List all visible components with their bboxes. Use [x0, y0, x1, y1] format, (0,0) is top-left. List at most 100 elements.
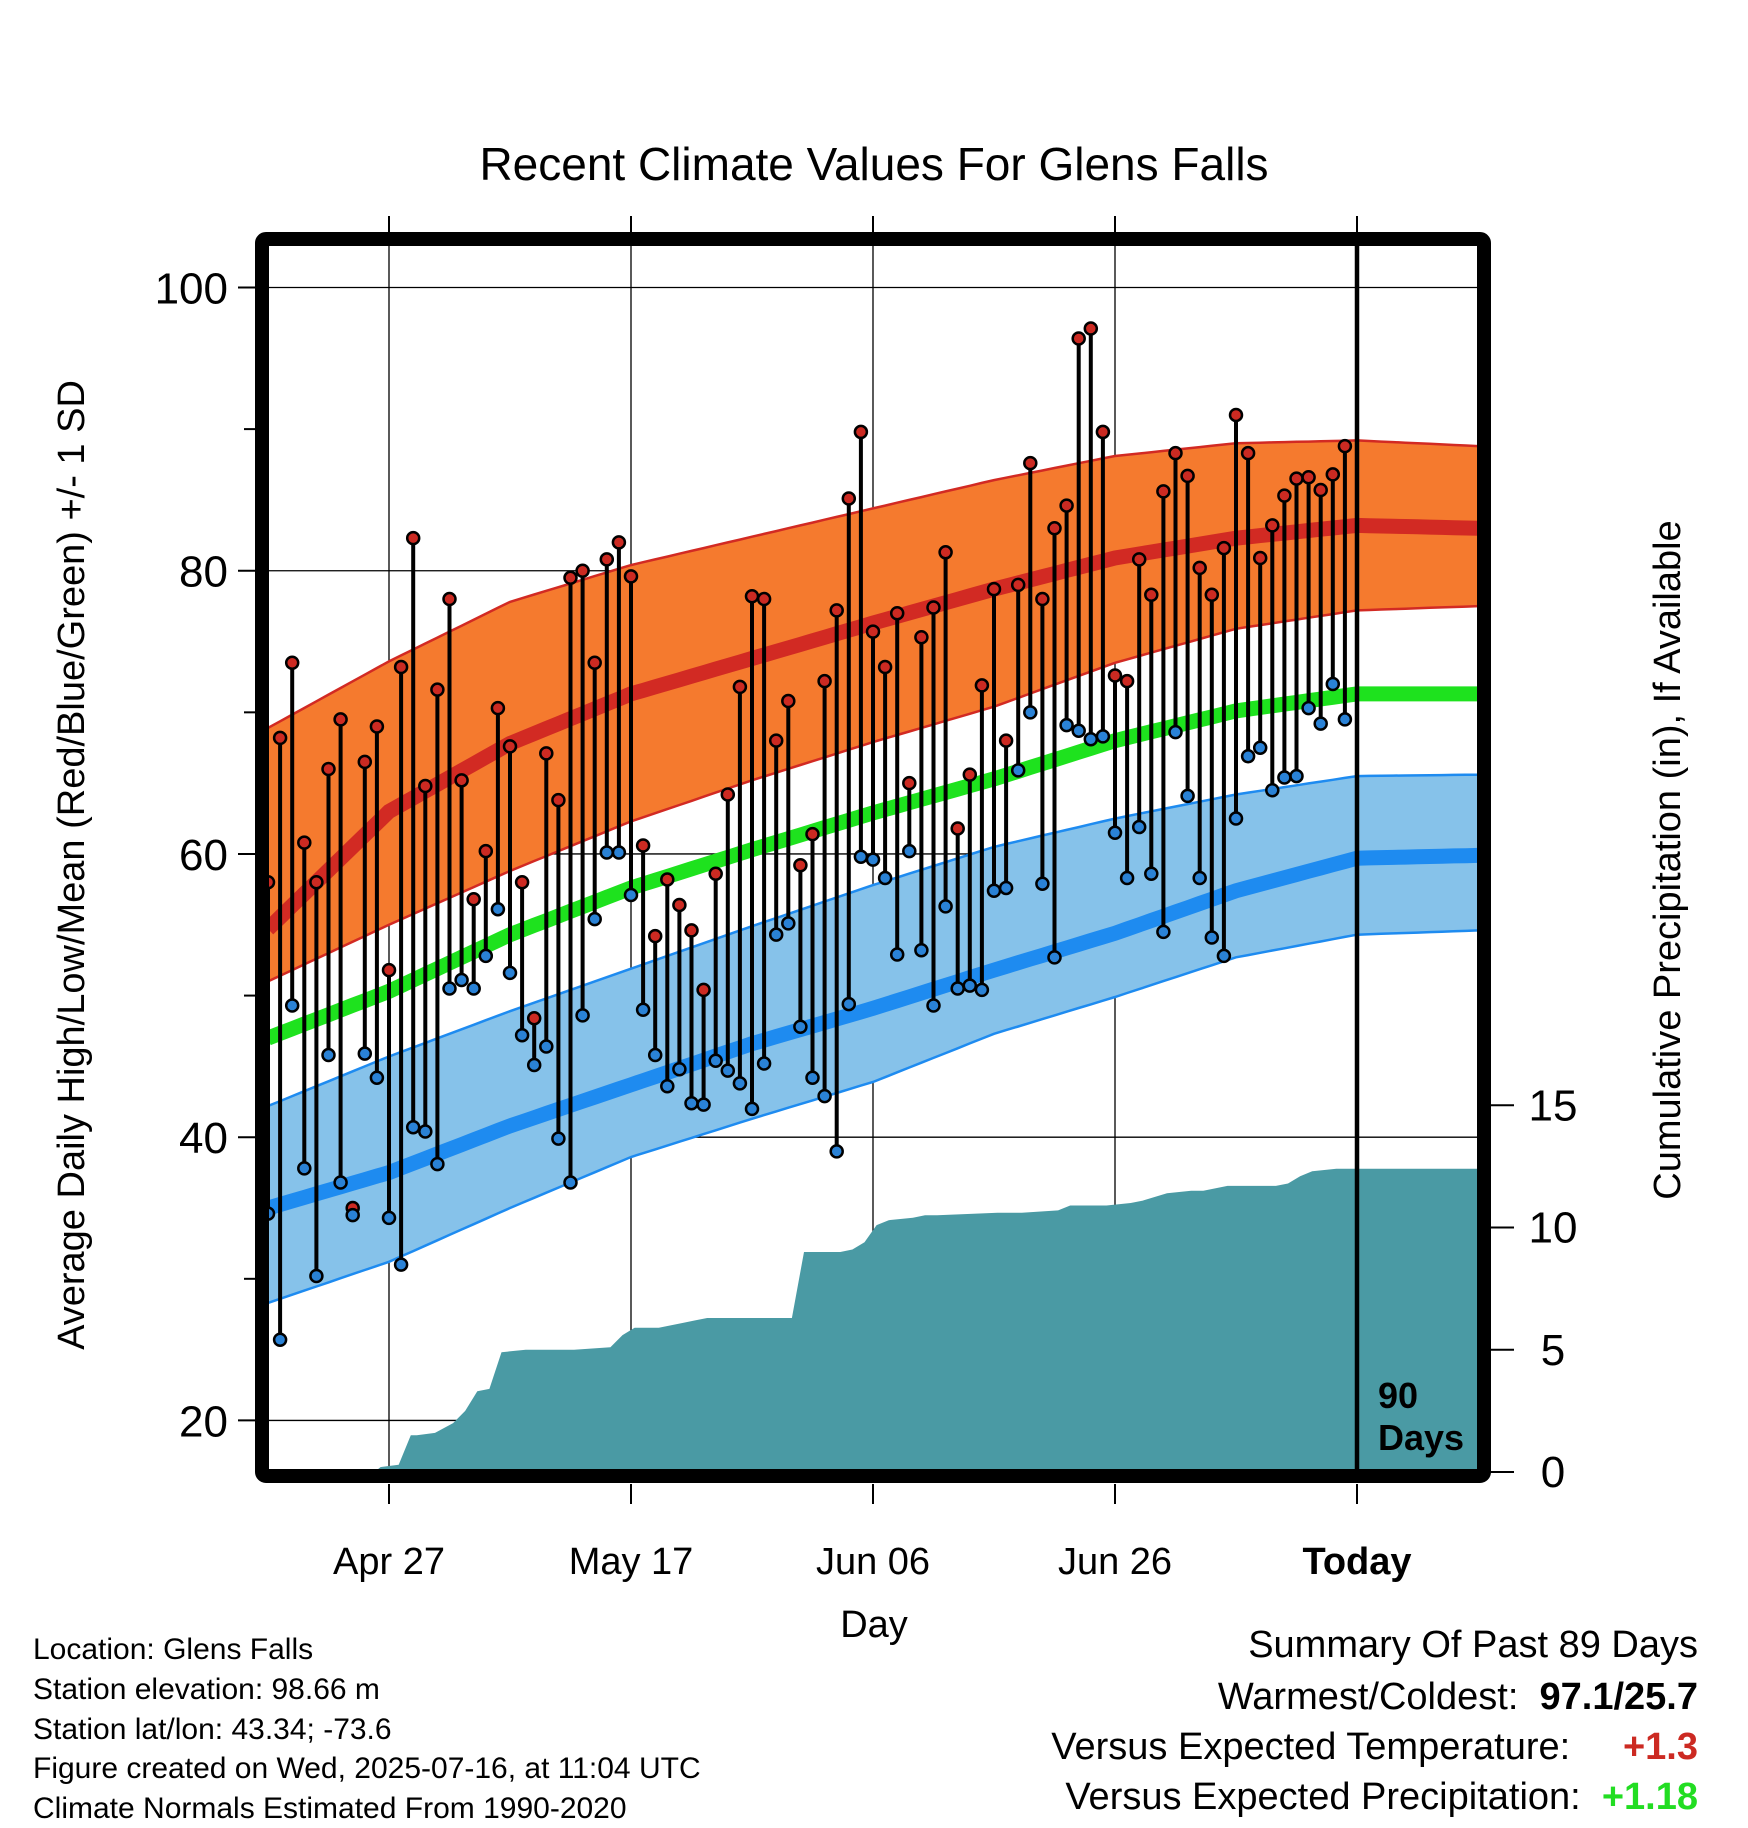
daily-low-point — [696, 1097, 711, 1112]
daily-low-point — [539, 1039, 554, 1054]
daily-low-point — [563, 1175, 578, 1190]
daily-high-point — [684, 923, 699, 938]
daily-high-point — [829, 603, 844, 618]
daily-low-point — [357, 1046, 373, 1061]
daily-high-point — [539, 746, 554, 761]
daily-low-point — [720, 1063, 736, 1078]
low-sd-band-lower-edge — [268, 929, 1478, 1305]
daily-low-point — [1059, 717, 1074, 733]
daily-high-point — [1180, 468, 1195, 484]
daily-low-point — [708, 1053, 723, 1068]
plot-area — [268, 245, 1478, 1470]
summary-warm-cold: Warmest/Coldest: 97.1/25.7 — [1218, 1676, 1698, 1719]
daily-low-point — [853, 849, 869, 865]
daily-low-point — [974, 982, 990, 998]
x-tick-label: Jun 26 — [1058, 1541, 1172, 1583]
daily-high-point — [1059, 498, 1074, 513]
daily-high-point — [284, 655, 300, 671]
daily-high-point — [926, 600, 941, 615]
daily-low-point — [1035, 876, 1050, 891]
daily-low-point — [793, 1019, 808, 1034]
daily-high-point — [902, 775, 917, 791]
daily-high-point — [490, 700, 506, 716]
x-axis-label: Day — [840, 1604, 908, 1646]
x-tick-label: Apr 27 — [333, 1541, 445, 1583]
daily-low-point — [369, 1070, 385, 1085]
daily-low-point — [998, 880, 1014, 896]
y2-axis-label: Cumulative Precipitation (in), If Availa… — [1647, 520, 1689, 1199]
daily-low-point — [647, 1047, 663, 1063]
daily-low-point — [841, 996, 857, 1012]
y-tick-label: 80 — [179, 548, 228, 597]
daily-high-point — [381, 962, 397, 978]
x-tick-label: Today — [1302, 1541, 1411, 1583]
daily-low-point — [1083, 731, 1099, 747]
daily-high-point — [430, 682, 445, 697]
info-latlon: Station lat/lon: 43.34; -73.6 — [33, 1713, 392, 1746]
daily-low-point — [1337, 712, 1353, 727]
daily-low-point — [938, 899, 953, 914]
daily-low-point — [950, 981, 965, 996]
daily-high-point — [1168, 445, 1183, 461]
daily-high-point — [793, 858, 808, 873]
daily-high-point — [781, 693, 796, 709]
daily-low-point — [623, 887, 639, 903]
daily-high-point — [1035, 591, 1050, 607]
daily-low-point — [1325, 676, 1341, 692]
daily-low-point — [1265, 782, 1280, 798]
daily-low-point — [284, 998, 300, 1013]
daily-low-point — [732, 1076, 748, 1091]
daily-low-point — [756, 1056, 772, 1071]
daily-low-point — [1131, 819, 1147, 835]
daily-high-point — [1289, 471, 1304, 486]
daily-high-point — [768, 733, 784, 748]
daily-high-point — [297, 835, 312, 850]
daily-high-point — [986, 581, 1002, 597]
daily-high-point — [502, 739, 518, 754]
temp-value: +1.3 — [1622, 1726, 1698, 1768]
daily-high-point — [817, 673, 832, 689]
y-tick-label: 100 — [155, 264, 228, 313]
daily-high-point — [877, 659, 893, 675]
daily-low-point — [333, 1175, 348, 1190]
daily-high-point — [708, 866, 723, 882]
daily-high-point — [889, 605, 905, 621]
daily-low-point — [466, 981, 481, 996]
daily-low-point — [877, 870, 893, 886]
daily-high-point — [309, 875, 324, 890]
daily-low-point — [393, 1257, 409, 1272]
daily-high-point — [950, 821, 965, 836]
daily-high-point — [1216, 540, 1232, 556]
daily-low-point — [902, 843, 917, 859]
daily-high-point — [369, 719, 385, 734]
today-days-number: 90 — [1378, 1375, 1418, 1416]
daily-high-point — [660, 872, 675, 887]
daily-high-point — [1252, 550, 1268, 566]
daily-low-point — [611, 845, 627, 860]
daily-low-point — [1204, 930, 1220, 945]
summary-precipitation: Versus Expected Precipitation: +1.18 — [1065, 1776, 1698, 1819]
daily-high-point — [1131, 552, 1147, 567]
daily-low-point — [272, 1332, 288, 1347]
daily-low-point — [1228, 811, 1244, 826]
info-location: Location: Glens Falls — [33, 1633, 314, 1666]
daily-low-point — [1252, 740, 1268, 755]
daily-high-point — [938, 545, 953, 560]
precip-value: +1.18 — [1601, 1776, 1698, 1818]
daily-high-point — [623, 569, 639, 584]
daily-high-point — [321, 761, 336, 777]
daily-low-point — [805, 1070, 820, 1085]
daily-high-point — [526, 1010, 542, 1026]
daily-high-point — [1337, 438, 1353, 454]
daily-high-point — [841, 491, 857, 506]
chart-title: Recent Climate Values For Glens Falls — [479, 138, 1268, 190]
daily-low-point — [926, 998, 941, 1013]
y-tick-label: 20 — [179, 1397, 228, 1446]
daily-high-point — [1192, 560, 1207, 576]
daily-low-point — [381, 1210, 397, 1226]
daily-low-point — [1010, 763, 1026, 778]
daily-low-point — [297, 1161, 312, 1176]
daily-low-point — [1156, 924, 1171, 940]
daily-high-point — [647, 928, 663, 944]
